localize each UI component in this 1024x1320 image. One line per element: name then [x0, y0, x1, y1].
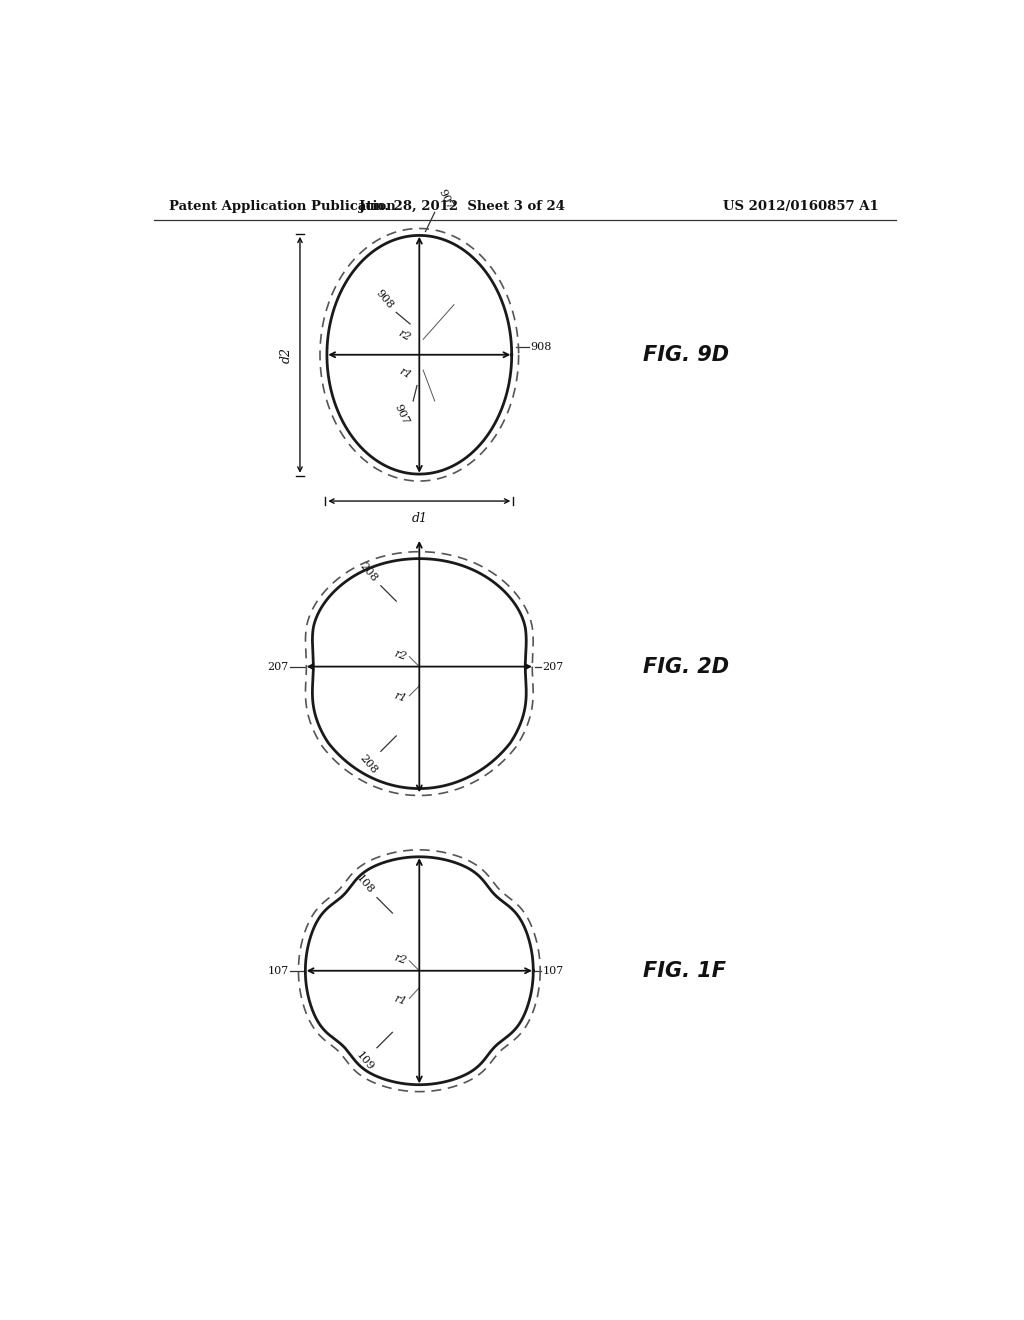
Text: Patent Application Publication: Patent Application Publication — [169, 199, 396, 213]
Text: 109: 109 — [354, 1051, 376, 1073]
Text: 907: 907 — [392, 403, 410, 426]
Text: r2: r2 — [396, 329, 412, 343]
Text: 207: 207 — [543, 661, 564, 672]
Text: r2: r2 — [392, 648, 408, 661]
Text: d1: d1 — [412, 512, 427, 525]
Text: 907: 907 — [436, 187, 455, 211]
Text: US 2012/0160857 A1: US 2012/0160857 A1 — [723, 199, 879, 213]
Text: 107: 107 — [267, 966, 289, 975]
Text: Jun. 28, 2012  Sheet 3 of 24: Jun. 28, 2012 Sheet 3 of 24 — [358, 199, 564, 213]
Text: r1: r1 — [397, 367, 413, 381]
Text: 908: 908 — [530, 342, 552, 352]
Text: 107: 107 — [543, 966, 564, 975]
Text: FIG. 9D: FIG. 9D — [643, 345, 729, 364]
Text: 208: 208 — [357, 752, 379, 776]
Text: d2: d2 — [280, 347, 292, 363]
Text: 208: 208 — [357, 561, 379, 583]
Text: 908: 908 — [374, 288, 394, 312]
Text: FIG. 1F: FIG. 1F — [643, 961, 726, 981]
Text: r1: r1 — [392, 993, 408, 1007]
Text: 108: 108 — [354, 873, 376, 895]
Text: 207: 207 — [267, 661, 289, 672]
Text: r1: r1 — [392, 690, 408, 705]
Text: FIG. 2D: FIG. 2D — [643, 656, 729, 677]
Text: r2: r2 — [392, 952, 408, 966]
